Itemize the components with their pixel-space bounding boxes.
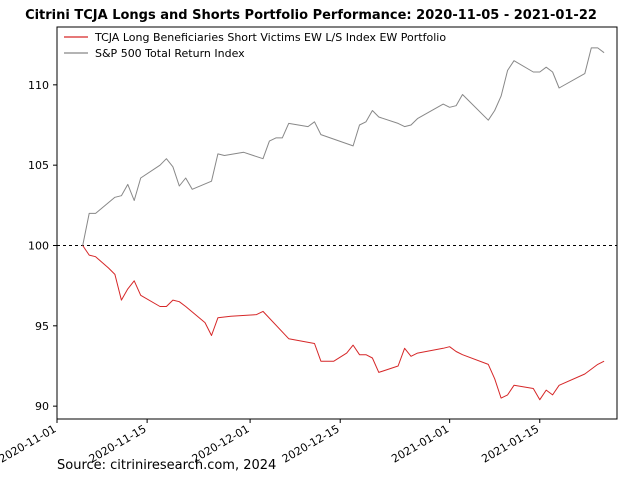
y-axis: 90 95 100 105 110 (28, 79, 57, 413)
series-layer (82, 47, 605, 401)
x-tick-label: 2020-11-01 (0, 422, 58, 465)
series-line-1 (82, 245, 605, 401)
y-tick-label: 100 (28, 239, 49, 252)
y-tick-label: 90 (35, 400, 49, 413)
legend-label-2: S&P 500 Total Return Index (95, 47, 245, 60)
series-line-2 (82, 47, 605, 246)
legend-label-1: TCJA Long Beneficiaries Short Victims EW… (94, 31, 446, 44)
y-tick-label: 110 (28, 79, 49, 92)
legend: TCJA Long Beneficiaries Short Victims EW… (64, 31, 446, 60)
y-tick-label: 95 (35, 320, 49, 333)
x-tick-label: 2020-12-15 (280, 422, 342, 465)
x-tick-label: 2021-01-15 (479, 422, 541, 465)
y-tick-label: 105 (28, 159, 49, 172)
source-note: Source: citriniresearch.com, 2024 (57, 458, 277, 473)
chart-title: Citrini TCJA Longs and Shorts Portfolio … (25, 8, 597, 23)
x-tick-label: 2021-01-01 (389, 422, 451, 465)
plot-frame (56, 26, 618, 420)
